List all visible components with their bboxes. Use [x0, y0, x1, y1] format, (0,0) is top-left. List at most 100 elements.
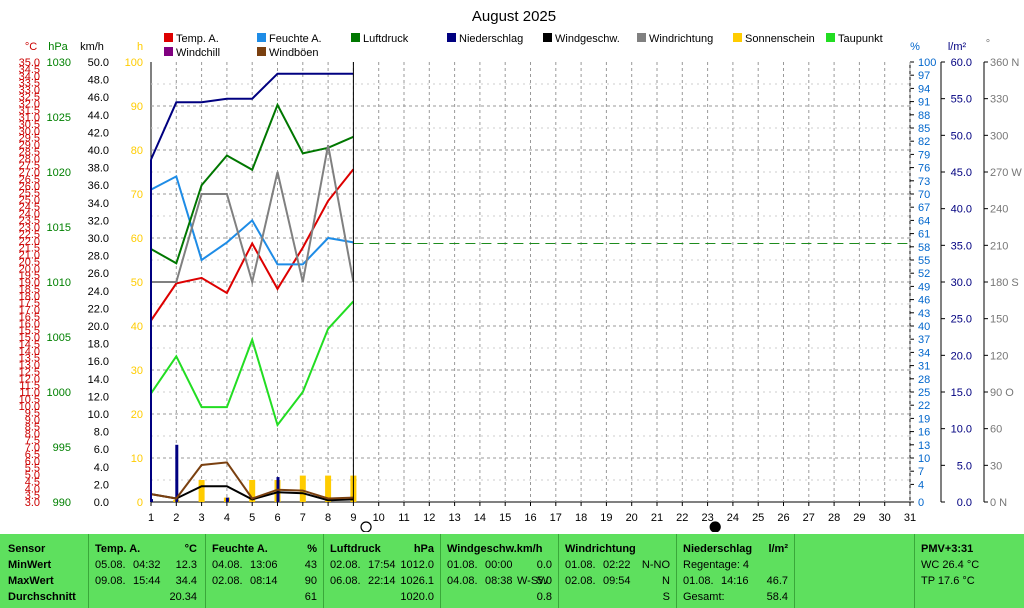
- day-tick-label: 4: [224, 512, 230, 524]
- row-label-max: MaxWert: [8, 575, 54, 587]
- wind-tick-label: 40.0: [88, 145, 109, 157]
- day-tick-label: 9: [350, 512, 356, 524]
- sun-tick-label: 80: [131, 145, 143, 157]
- wind-tick-label: 18.0: [88, 339, 109, 351]
- temp-tick-label: 21.0: [19, 250, 40, 262]
- pressure-tick-label: 1005: [47, 332, 71, 344]
- rain-tick-label: 40.0: [951, 204, 972, 216]
- temp-tick-label: 17.5: [19, 298, 40, 310]
- row-label-avg: Durchschnitt: [8, 591, 76, 603]
- temp-tick-label: 22.0: [19, 236, 40, 248]
- pressure-tick-label: 995: [53, 442, 71, 454]
- temp-tick-label: 33.0: [19, 85, 40, 97]
- stats-wind-max-dir: W-SW: [517, 575, 549, 587]
- humidity-tick-label: 0: [918, 497, 924, 509]
- day-tick-label: 24: [727, 512, 739, 524]
- stats-temp-max-time: 15:44: [133, 575, 161, 587]
- humidity-tick-label: 88: [918, 110, 930, 122]
- humidity-tick-label: 10: [918, 453, 930, 465]
- temp-tick-label: 12.0: [19, 373, 40, 385]
- temp-tick-label: 21.5: [19, 243, 40, 255]
- temp-tick-label: 3.0: [25, 497, 40, 509]
- humidity-tick-label: 46: [918, 295, 930, 307]
- day-tick-label: 12: [423, 512, 435, 524]
- direction-tick-label: 330: [990, 94, 1008, 106]
- humidity-tick-label: 28: [918, 374, 930, 386]
- sun-tick-label: 90: [131, 101, 143, 113]
- stats-temp-unit: °C: [184, 543, 197, 555]
- legend-swatch: [543, 33, 552, 42]
- stats-temp-title: Temp. A.: [95, 543, 141, 555]
- stats-temp-avg: 20.34: [169, 591, 197, 603]
- rain-bar: [175, 444, 179, 502]
- direction-tick-label: 180 S: [990, 277, 1019, 289]
- sun-tick-label: 50: [131, 277, 143, 289]
- wind-tick-label: 32.0: [88, 215, 109, 227]
- legend: Temp. A. Feuchte A. Luftdruck Niederschlag W…: [164, 33, 883, 59]
- stats-pressure-min-val: 1012.0: [400, 559, 434, 571]
- axis-unit-label: hPa: [48, 41, 68, 53]
- legend-label: Sonnenschein: [745, 33, 815, 45]
- temp-tick-label: 7.0: [25, 442, 40, 454]
- stats-rain-max-val: 46.7: [766, 575, 788, 587]
- stats-humidity-min-date: 04.08.: [212, 559, 243, 571]
- direction-tick-label: 90 O: [990, 387, 1014, 399]
- stats-humidity-max-date: 02.08.: [212, 575, 243, 587]
- weather-chart: August 2025 Temp. A. Feuchte A. Luftdruck N…: [19, 8, 1022, 532]
- wind-tick-label: 14.0: [88, 374, 109, 386]
- temp-tick-label: 3.5: [25, 490, 40, 502]
- stats-humidity-max-val: 90: [304, 575, 317, 587]
- stats-pressure-max-date: 06.08.: [330, 575, 361, 587]
- axis-unit-label: °: [986, 38, 990, 50]
- stats-rain-max-date: 01.08.: [683, 575, 714, 587]
- series-line: [150, 102, 354, 265]
- humidity-tick-label: 94: [918, 83, 930, 95]
- wind-tick-label: 20.0: [88, 321, 109, 333]
- axis-unit-label: h: [137, 41, 143, 53]
- wind-tick-label: 44.0: [88, 110, 109, 122]
- wind-tick-label: 50.0: [88, 57, 109, 69]
- temp-tick-label: 31.0: [19, 112, 40, 124]
- temp-tick-label: 27.5: [19, 160, 40, 172]
- temp-tick-label: 19.5: [19, 270, 40, 282]
- temp-tick-label: 32.5: [19, 91, 40, 103]
- series-line: [150, 300, 355, 428]
- temp-tick-label: 12.5: [19, 366, 40, 378]
- wind-tick-label: 2.0: [94, 479, 109, 491]
- legend-swatch: [164, 33, 173, 42]
- stats-pressure-avg: 1020.0: [400, 591, 434, 603]
- rain-tick-label: 30.0: [951, 277, 972, 289]
- temp-tick-label: 27.0: [19, 167, 40, 179]
- pressure-tick-label: 1025: [47, 112, 71, 124]
- wind-tick-label: 0.0: [94, 497, 109, 509]
- temp-tick-label: 19.0: [19, 277, 40, 289]
- temp-tick-label: 34.0: [19, 71, 40, 83]
- stats-temp-min-time: 04:32: [133, 559, 161, 571]
- day-tick-label: 7: [300, 512, 306, 524]
- legend-swatch: [257, 47, 266, 56]
- row-label-min: MinWert: [8, 559, 52, 571]
- temp-tick-label: 16.0: [19, 318, 40, 330]
- sunshine-bar: [198, 480, 205, 502]
- sun-tick-label: 30: [131, 365, 143, 377]
- legend-label: Windböen: [269, 47, 319, 59]
- day-tick-label: 1: [148, 512, 154, 524]
- temp-tick-label: 4.5: [25, 476, 40, 488]
- day-tick-label: 31: [904, 512, 916, 524]
- legend-swatch: [257, 33, 266, 42]
- stats-pressure-min-date: 02.08.: [330, 559, 361, 571]
- legend-label: Windchill: [176, 47, 220, 59]
- stats-pmv-tp: TP 17.6 °C: [921, 575, 975, 587]
- legend-swatch: [447, 33, 456, 42]
- grid: [151, 62, 911, 502]
- day-tick-label: 25: [752, 512, 764, 524]
- temp-tick-label: 17.0: [19, 305, 40, 317]
- temp-tick-label: 18.0: [19, 291, 40, 303]
- humidity-tick-label: 34: [918, 347, 930, 359]
- temp-tick-label: 11.5: [19, 380, 40, 392]
- stats-rain-total-label: Gesamt:: [683, 591, 725, 603]
- wind-tick-label: 24.0: [88, 286, 109, 298]
- series-line: [151, 144, 355, 286]
- stats-temp-max-date: 09.08.: [95, 575, 126, 587]
- wind-tick-label: 48.0: [88, 75, 109, 87]
